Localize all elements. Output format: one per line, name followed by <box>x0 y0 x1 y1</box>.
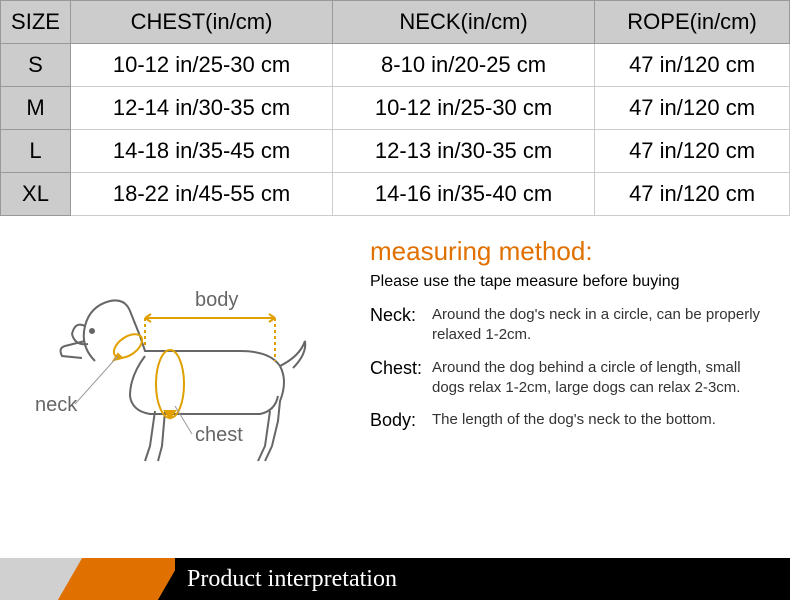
measuring-title: measuring method: <box>370 236 770 267</box>
table-row: L 14-18 in/35-45 cm 12-13 in/30-35 cm 47… <box>1 130 790 173</box>
table-row: XL 18-22 in/45-55 cm 14-16 in/35-40 cm 4… <box>1 173 790 216</box>
rope-cell: 47 in/120 cm <box>595 87 790 130</box>
size-cell: L <box>1 130 71 173</box>
rope-cell: 47 in/120 cm <box>595 44 790 87</box>
measure-desc: Around the dog behind a circle of length… <box>432 358 770 399</box>
measuring-method-block: measuring method: Please use the tape me… <box>370 236 780 481</box>
table-row: M 12-14 in/30-35 cm 10-12 in/25-30 cm 47… <box>1 87 790 130</box>
rope-cell: 47 in/120 cm <box>595 130 790 173</box>
measure-label: Body: <box>370 410 432 431</box>
chest-cell: 14-18 in/35-45 cm <box>71 130 333 173</box>
col-neck: NECK(in/cm) <box>333 1 595 44</box>
info-section: body neck chest measuring method: Please… <box>0 216 790 491</box>
dog-measurement-diagram: body neck chest <box>10 236 350 481</box>
diagram-body-label: body <box>195 289 238 311</box>
col-size: SIZE <box>1 1 71 44</box>
chest-cell: 18-22 in/45-55 cm <box>71 173 333 216</box>
table-row: S 10-12 in/25-30 cm 8-10 in/20-25 cm 47 … <box>1 44 790 87</box>
neck-cell: 12-13 in/30-35 cm <box>333 130 595 173</box>
measure-desc: The length of the dog's neck to the bott… <box>432 410 716 430</box>
measure-desc: Around the dog's neck in a circle, can b… <box>432 305 770 346</box>
measuring-intro: Please use the tape measure before buyin… <box>370 273 770 291</box>
diagram-neck-label: neck <box>35 394 78 416</box>
measure-row-neck: Neck: Around the dog's neck in a circle,… <box>370 305 770 346</box>
neck-cell: 14-16 in/35-40 cm <box>333 173 595 216</box>
measure-label: Neck: <box>370 305 432 326</box>
size-cell: S <box>1 44 71 87</box>
col-chest: CHEST(in/cm) <box>71 1 333 44</box>
chest-cell: 12-14 in/30-35 cm <box>71 87 333 130</box>
footer-title: Product interpretation <box>175 566 397 593</box>
rope-cell: 47 in/120 cm <box>595 173 790 216</box>
measure-label: Chest: <box>370 358 432 379</box>
diagram-chest-label: chest <box>195 424 243 446</box>
neck-cell: 10-12 in/25-30 cm <box>333 87 595 130</box>
size-cell: M <box>1 87 71 130</box>
footer-accent-icon <box>0 558 175 600</box>
measure-row-body: Body: The length of the dog's neck to th… <box>370 410 770 431</box>
chest-cell: 10-12 in/25-30 cm <box>71 44 333 87</box>
footer-bar: Product interpretation <box>0 558 790 600</box>
size-chart-table: SIZE CHEST(in/cm) NECK(in/cm) ROPE(in/cm… <box>0 0 790 216</box>
measure-row-chest: Chest: Around the dog behind a circle of… <box>370 358 770 399</box>
col-rope: ROPE(in/cm) <box>595 1 790 44</box>
size-cell: XL <box>1 173 71 216</box>
neck-cell: 8-10 in/20-25 cm <box>333 44 595 87</box>
